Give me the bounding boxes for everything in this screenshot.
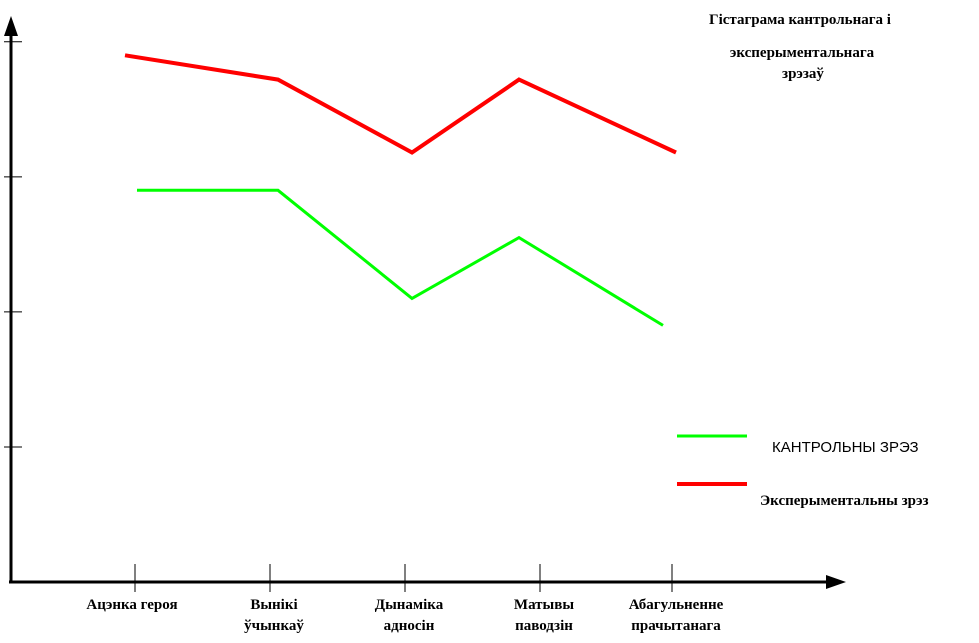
legend: КАНТРОЛЬНЫ ЗРЭЗ Эксперыментальны зрэз <box>677 434 929 509</box>
x-tick-label: прачытанага <box>631 618 721 634</box>
chart-title-line-3: зрэзаў <box>782 66 824 82</box>
x-tick-label: Ацэнка героя <box>86 597 177 613</box>
x-tick-label: Матывы <box>514 597 574 613</box>
x-tick-label: адносін <box>384 618 435 634</box>
x-ticks <box>134 564 673 592</box>
chart-title-line-2: эксперыментальнага <box>730 45 875 61</box>
y-axis-arrow <box>4 16 18 36</box>
x-tick-labels: Ацэнка героя Вынікі ўчынкаў Дынаміка адносін… <box>86 597 723 634</box>
x-tick-label: ўчынкаў <box>244 618 304 634</box>
chart-title-line-1: Гістаграма кантрольнага і <box>709 12 891 28</box>
legend-label-experimental: Эксперыментальны зрэз <box>760 493 929 509</box>
x-tick-label: паводзін <box>515 618 573 634</box>
legend-label-control: КАНТРОЛЬНЫ ЗРЭЗ <box>772 439 919 456</box>
x-tick-label: Абагульненне <box>629 597 724 613</box>
series-group <box>124 53 677 327</box>
series-line-experimental <box>124 53 677 155</box>
x-tick-label: Вынікі <box>250 597 297 613</box>
series-line-control <box>137 188 664 327</box>
x-axis-arrow <box>826 575 846 589</box>
y-ticks <box>4 41 22 448</box>
x-tick-label: Дынаміка <box>375 597 444 613</box>
